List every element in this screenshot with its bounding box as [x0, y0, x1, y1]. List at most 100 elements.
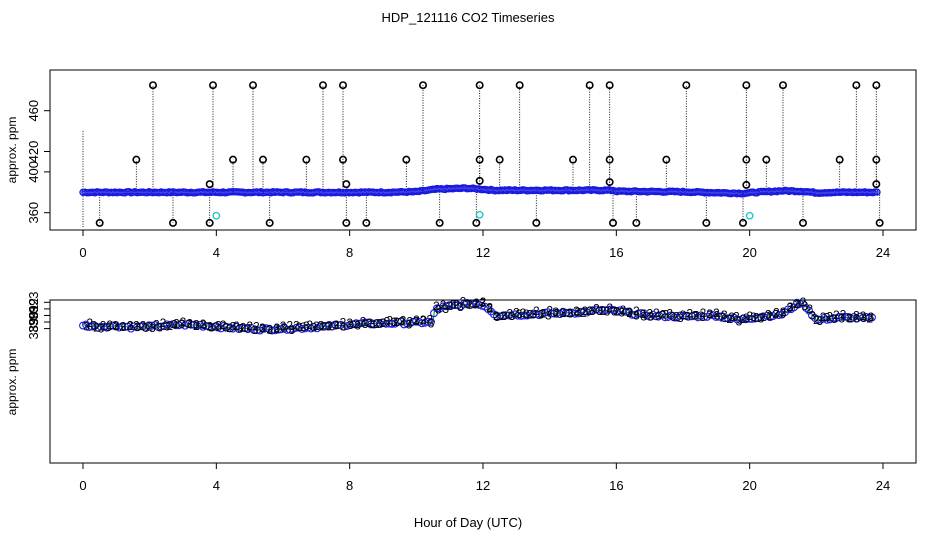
series-3-glyph: 3: [288, 323, 295, 337]
series-2-glyph: 2: [706, 307, 713, 321]
series-3-glyph: 3: [640, 310, 647, 324]
series-3-glyph: 3: [538, 308, 545, 322]
series-3-point: [493, 312, 501, 321]
series-3-glyph: 3: [347, 318, 354, 332]
series-2-glyph: 2: [386, 314, 393, 328]
series-3-glyph: 3: [479, 296, 486, 310]
series-3-point: [565, 309, 573, 318]
series-2-glyph: 2: [586, 304, 593, 318]
series-2-glyph: 2: [413, 313, 420, 327]
spike-point-mid: [302, 155, 311, 164]
spike-point-high: [418, 81, 427, 90]
series-3-glyph: 3: [98, 321, 105, 335]
series-3-glyph: 3: [714, 309, 721, 323]
series-3-point: [601, 306, 609, 315]
series-2-glyph: 2: [300, 320, 307, 334]
series-3-glyph: 3: [120, 320, 127, 334]
top-x-tick-label: 16: [609, 245, 623, 260]
series-3-glyph: 3: [362, 317, 369, 331]
series-3-glyph: 3: [384, 315, 391, 329]
series-3-glyph: 3: [596, 304, 603, 318]
spike-point-near: [742, 180, 751, 189]
series-2-glyph: 2: [566, 306, 573, 320]
spike-point-high: [682, 81, 691, 90]
spike-point-low: [875, 218, 884, 227]
top-y-axis-label: approx. ppm: [5, 117, 19, 184]
spike-point-near: [605, 178, 614, 187]
series-3-point: [742, 315, 750, 324]
series-3-point: [118, 322, 126, 331]
series-2-glyph: 2: [840, 308, 847, 322]
spike-point-low: [532, 218, 541, 227]
series-3-point: [529, 310, 537, 319]
series-3-glyph: 3: [670, 310, 677, 324]
series-3-point: [199, 322, 207, 331]
spike-point-high: [605, 81, 614, 90]
spike-point-near: [872, 180, 881, 189]
series-3-glyph: 3: [391, 315, 398, 329]
bottom-y-axis-label: approx. ppm: [5, 349, 19, 416]
series-2-glyph: 2: [233, 319, 240, 333]
series-2-glyph: 2: [340, 316, 347, 330]
series-3-glyph: 3: [816, 314, 823, 328]
x-axis-label: Hour of Day (UTC): [414, 515, 522, 530]
series-2-glyph: 2: [573, 304, 580, 318]
spike-point-low: [632, 218, 641, 227]
spike-point-high: [872, 81, 881, 90]
series-2-glyph: 2: [653, 306, 660, 320]
series-3-glyph: 3: [376, 317, 383, 331]
series-2-glyph: 2: [346, 316, 353, 330]
spike-point-high: [318, 81, 327, 90]
series-3-glyph: 3: [266, 323, 273, 337]
series-line: [82, 301, 874, 330]
series-3-glyph: 3: [809, 309, 816, 323]
series-3-point: [541, 308, 549, 317]
series-3-glyph: 3: [838, 311, 845, 325]
series-3-point: [685, 312, 693, 321]
cyan-point: [475, 210, 484, 219]
series-3-point: [868, 313, 876, 322]
series-3-point: [721, 314, 729, 323]
series-3-point: [298, 324, 306, 333]
series-3-glyph: 3: [699, 310, 706, 324]
series-3-glyph: 3: [406, 318, 413, 332]
series-2-glyph: 2: [600, 304, 607, 318]
series-3-point: [715, 312, 723, 321]
series-3-point: [424, 317, 432, 326]
series-3-point: [604, 305, 612, 314]
series-3-glyph: 3: [237, 322, 244, 336]
series-2-glyph: 2: [406, 314, 413, 328]
series-3-point: [829, 314, 837, 323]
series-3-point: [352, 319, 360, 328]
series-3-point: [166, 320, 174, 329]
series-3-point: [319, 322, 327, 330]
top-x-tick-label: 8: [346, 245, 353, 260]
series-2-glyph: 2: [760, 310, 767, 324]
series-3-point: [445, 301, 453, 310]
series-2-glyph: 2: [193, 319, 200, 333]
series-2-glyph: 2: [460, 295, 467, 309]
cyan-point: [212, 211, 221, 220]
series-3-point: [241, 324, 249, 333]
spike-point-high: [515, 81, 524, 90]
bottom-y-tick-label: 390: [26, 311, 41, 333]
series-2-glyph: 2: [640, 307, 647, 321]
spike-point-mid: [835, 155, 844, 164]
series-3-point: [634, 309, 642, 318]
series-2-glyph: 2: [226, 321, 233, 335]
series-2-glyph: 2: [740, 312, 747, 326]
series-3-point: [442, 302, 450, 311]
series-3-glyph: 3: [164, 319, 171, 333]
series-3-glyph: 3: [332, 318, 339, 332]
series-3-glyph: 3: [677, 311, 684, 325]
series-2-glyph: 2: [546, 304, 553, 318]
series-3-point: [748, 314, 756, 323]
series-2-glyph: 2: [666, 307, 673, 321]
series-2-glyph: 2: [633, 304, 640, 318]
series-2-glyph: 2: [333, 318, 340, 332]
series-2-glyph: 2: [533, 304, 540, 318]
series-3-point: [586, 306, 594, 315]
series-2-glyph: 2: [353, 317, 360, 331]
series-2-glyph: 2: [680, 308, 687, 322]
series-3-glyph: 3: [589, 304, 596, 318]
